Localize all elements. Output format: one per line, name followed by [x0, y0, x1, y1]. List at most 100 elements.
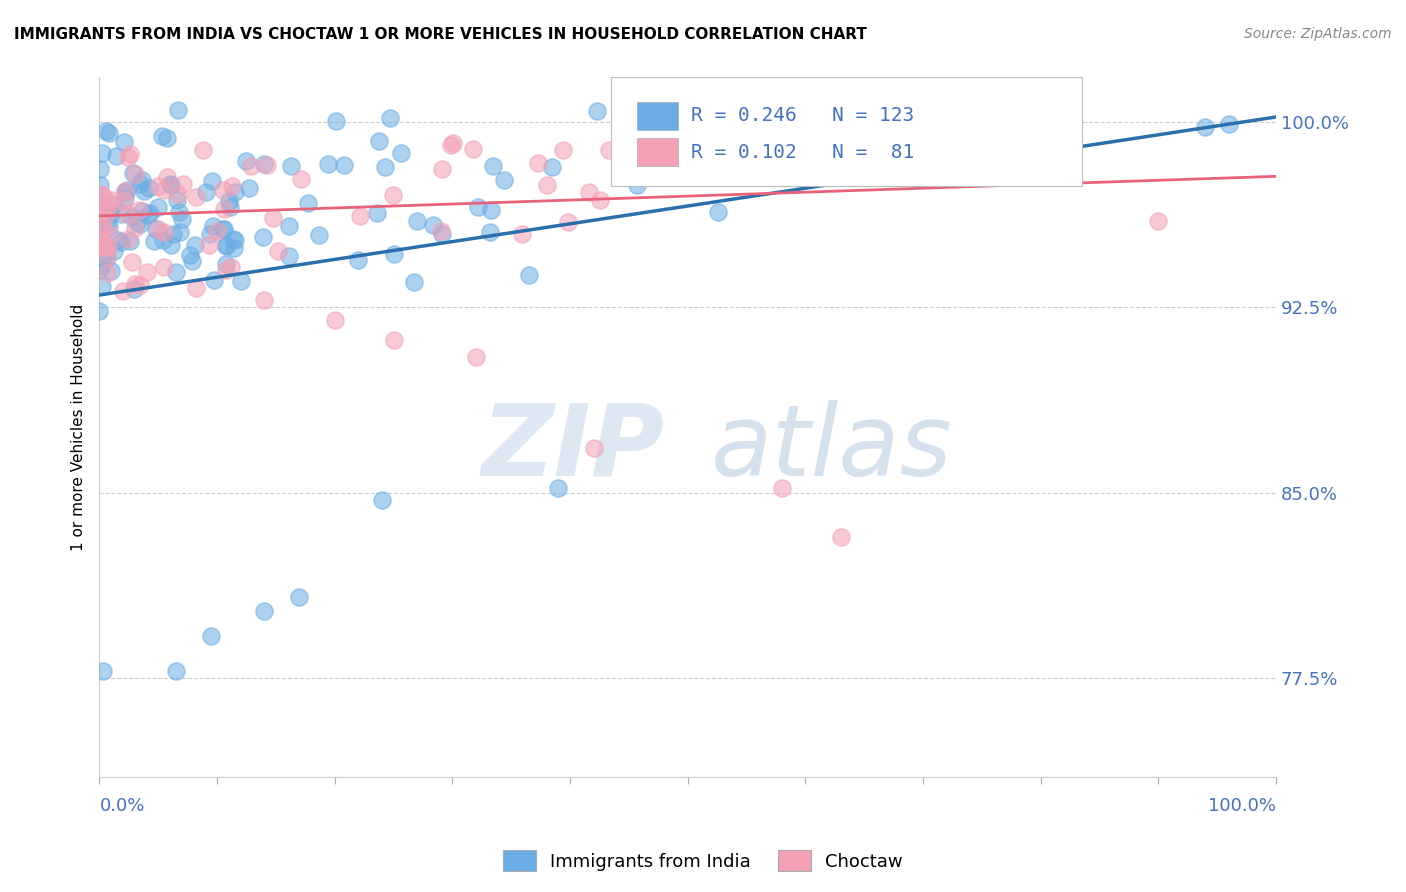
Point: [124, 277, 146, 292]
Point: [346, 253, 368, 268]
Point: [349, 209, 371, 223]
Point: [1147, 214, 1170, 228]
Point: [100, 263, 122, 277]
Point: [1218, 117, 1240, 131]
Point: [100, 193, 122, 207]
Point: [159, 238, 181, 252]
Point: [117, 183, 139, 197]
Point: [114, 185, 136, 199]
Point: [368, 134, 391, 148]
Point: [256, 158, 278, 172]
Point: [146, 178, 169, 193]
Point: [91, 189, 114, 203]
Point: [90, 204, 112, 219]
Point: [288, 590, 311, 604]
Point: [224, 185, 246, 199]
Point: [481, 159, 503, 173]
Point: [219, 260, 242, 274]
Point: [215, 237, 238, 252]
Bar: [637, 102, 678, 130]
Point: [155, 170, 177, 185]
Point: [96, 202, 118, 217]
Point: [91, 250, 114, 264]
Point: [205, 224, 228, 238]
Point: [201, 174, 224, 188]
Point: [89, 161, 111, 176]
Point: [111, 284, 134, 298]
Point: [96, 250, 118, 264]
Point: [637, 105, 659, 120]
Point: [153, 225, 176, 239]
Point: [114, 136, 136, 150]
Point: [124, 167, 146, 181]
Point: [128, 278, 150, 293]
Point: [200, 629, 222, 643]
Point: [267, 244, 290, 258]
Point: [290, 172, 312, 186]
Point: [585, 104, 607, 119]
Point: [212, 202, 235, 217]
Point: [186, 280, 208, 294]
Point: [96, 216, 118, 230]
Text: atlas: atlas: [711, 400, 953, 497]
Point: [159, 178, 181, 192]
Point: [214, 239, 236, 253]
Point: [107, 233, 129, 247]
Point: [150, 128, 173, 143]
Point: [297, 196, 319, 211]
Point: [143, 234, 166, 248]
Point: [536, 178, 558, 192]
Point: [478, 225, 501, 239]
Point: [252, 230, 274, 244]
Point: [134, 184, 156, 198]
Point: [224, 233, 246, 247]
Point: [253, 157, 276, 171]
Point: [709, 146, 731, 161]
Point: [479, 202, 502, 217]
Point: [1194, 120, 1216, 134]
Point: [430, 224, 453, 238]
Point: [152, 260, 174, 274]
Point: [179, 247, 201, 261]
Text: 0.0%: 0.0%: [100, 797, 145, 815]
Point: [89, 239, 111, 253]
Point: [598, 143, 620, 157]
Point: [146, 222, 169, 236]
Point: [114, 184, 136, 198]
Point: [589, 193, 612, 207]
Point: [253, 605, 276, 619]
Point: [152, 233, 174, 247]
Point: [103, 244, 125, 258]
Point: [510, 227, 533, 241]
Point: [90, 224, 112, 238]
Point: [115, 207, 138, 221]
Point: [105, 149, 128, 163]
Point: [202, 273, 225, 287]
Point: [166, 103, 188, 117]
Point: [198, 227, 221, 242]
Point: [152, 183, 174, 197]
Point: [98, 126, 121, 140]
Point: [578, 186, 600, 200]
Point: [770, 481, 793, 495]
Point: [124, 221, 146, 235]
Point: [91, 218, 114, 232]
Point: [110, 207, 132, 221]
Point: [89, 215, 111, 229]
Point: [90, 233, 112, 247]
Point: [191, 143, 214, 157]
Y-axis label: 1 or more Vehicles in Household: 1 or more Vehicles in Household: [72, 303, 86, 551]
Point: [145, 221, 167, 235]
Point: [117, 150, 139, 164]
Point: [278, 219, 301, 233]
Point: [121, 255, 143, 269]
Point: [89, 258, 111, 272]
Point: [422, 218, 444, 232]
Point: [517, 268, 540, 282]
Point: [100, 207, 122, 221]
Point: [278, 249, 301, 263]
Point: [222, 232, 245, 246]
Point: [280, 159, 302, 173]
Point: [557, 215, 579, 229]
Point: [122, 166, 145, 180]
